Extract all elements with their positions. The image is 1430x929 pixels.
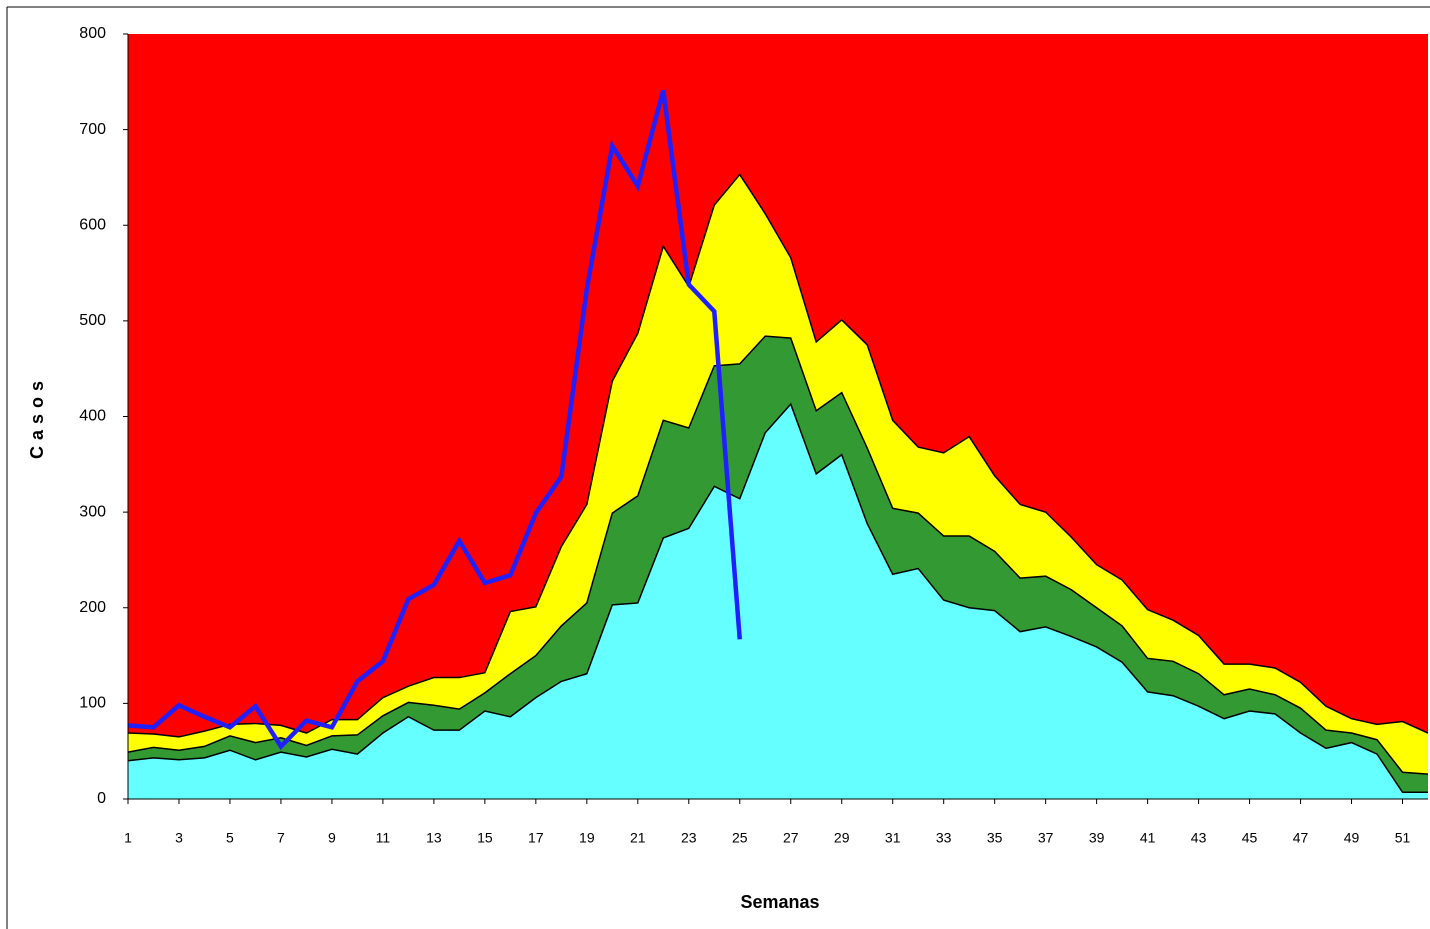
- x-tick-label: 25: [732, 830, 748, 846]
- y-axis-label: Casos: [27, 375, 47, 459]
- x-tick-label: 7: [277, 830, 285, 846]
- x-tick-label: 17: [528, 830, 544, 846]
- x-tick-label: 45: [1242, 830, 1258, 846]
- y-tick-label: 300: [79, 503, 106, 520]
- x-tick-label: 21: [630, 830, 646, 846]
- y-tick-label: 200: [79, 599, 106, 616]
- y-tick-label: 600: [79, 216, 106, 233]
- x-axis-label: Semanas: [740, 892, 819, 912]
- x-tick-label: 29: [834, 830, 850, 846]
- y-tick-label: 800: [79, 25, 106, 42]
- y-tick-label: 100: [79, 695, 106, 712]
- y-tick-label: 0: [97, 790, 106, 807]
- x-tick-label: 51: [1395, 830, 1411, 846]
- x-tick-label: 47: [1293, 830, 1309, 846]
- x-tick-label: 19: [579, 830, 595, 846]
- y-tick-label: 400: [79, 408, 106, 425]
- x-tick-label: 5: [226, 830, 234, 846]
- x-tick-label: 11: [376, 830, 391, 846]
- x-tick-label: 35: [987, 830, 1003, 846]
- y-tick-label: 700: [79, 121, 106, 138]
- x-tick-label: 31: [885, 830, 901, 846]
- x-tick-label: 3: [175, 830, 183, 846]
- x-tick-label: 1: [124, 830, 132, 846]
- line: [127, 89, 743, 750]
- x-tick-label: 41: [1140, 830, 1156, 846]
- area: [128, 404, 1428, 799]
- x-tick-label: 43: [1191, 830, 1207, 846]
- x-tick-label: 39: [1089, 830, 1105, 846]
- x-tick-label: 49: [1344, 830, 1360, 846]
- area-edge: [127, 335, 1429, 775]
- x-tick-label: 37: [1038, 830, 1054, 846]
- x-tick-label: 13: [426, 830, 442, 846]
- x-tick-label: 33: [936, 830, 952, 846]
- y-tick-label: 500: [79, 312, 106, 329]
- x-tick-label: 27: [783, 830, 799, 846]
- area-edge: [127, 402, 1428, 794]
- area-edge: [127, 173, 1429, 738]
- x-tick-label: 9: [328, 830, 336, 846]
- x-tick-label: 15: [477, 830, 493, 846]
- x-tick-label: 23: [681, 830, 697, 846]
